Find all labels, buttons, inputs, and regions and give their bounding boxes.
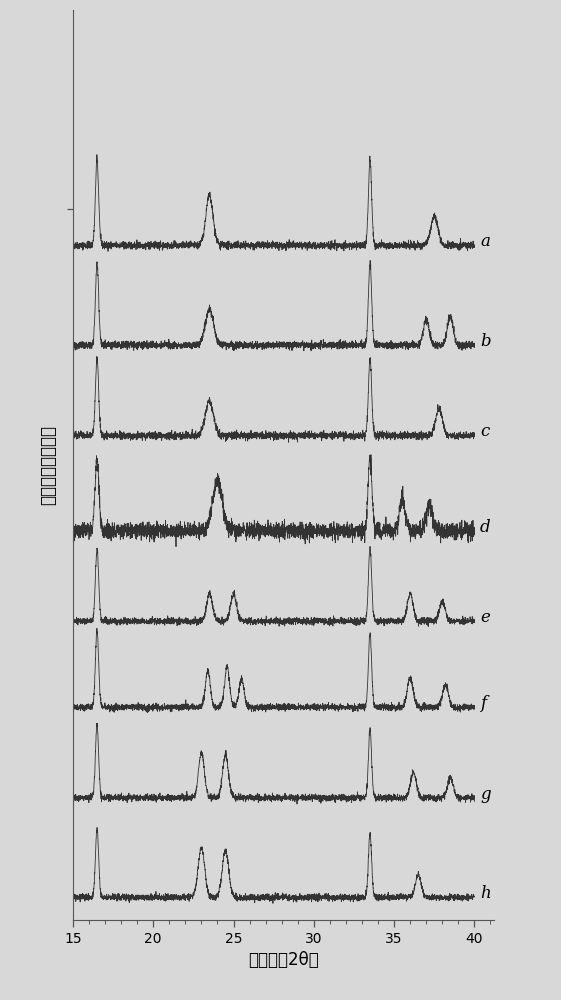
Text: h: h [480,885,491,902]
Y-axis label: 强度（任意单位）: 强度（任意单位） [39,425,57,505]
Text: a: a [480,233,490,250]
Text: d: d [480,519,491,536]
Text: g: g [480,786,491,803]
Text: b: b [480,333,491,350]
Text: e: e [480,609,490,626]
Text: f: f [480,695,486,712]
Text: c: c [480,423,489,440]
X-axis label: 衍射角（2θ）: 衍射角（2θ） [248,951,319,969]
